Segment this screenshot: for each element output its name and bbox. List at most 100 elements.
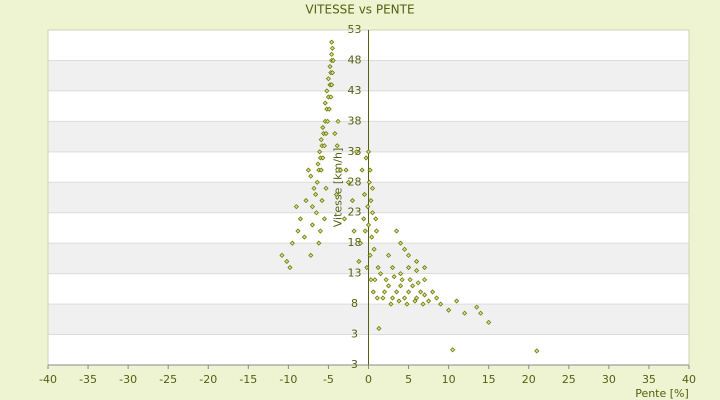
x-tick-label: -20 xyxy=(199,373,217,386)
x-tick-label: 15 xyxy=(482,373,496,386)
x-tick-label: -15 xyxy=(239,373,257,386)
point xyxy=(414,258,420,265)
point xyxy=(415,280,421,286)
point xyxy=(375,264,381,271)
point xyxy=(422,277,428,283)
point xyxy=(410,283,416,289)
point xyxy=(369,185,376,191)
point xyxy=(462,310,468,316)
point xyxy=(420,301,426,307)
x-tick-label: -25 xyxy=(159,373,177,386)
point xyxy=(314,179,320,185)
point xyxy=(389,264,396,271)
point xyxy=(321,143,327,149)
point xyxy=(284,258,290,265)
point xyxy=(385,252,392,258)
point xyxy=(534,348,540,354)
y-tick-label: 13 xyxy=(348,267,362,280)
point xyxy=(430,289,436,295)
point xyxy=(341,216,348,222)
point xyxy=(362,228,368,234)
point xyxy=(311,185,317,191)
point xyxy=(293,204,299,210)
point xyxy=(363,155,369,161)
x-tick-label: -30 xyxy=(119,373,137,386)
point xyxy=(303,197,309,204)
point xyxy=(349,197,356,204)
point xyxy=(356,258,362,265)
x-tick-label: 25 xyxy=(562,373,576,386)
x-tick-label: 5 xyxy=(405,373,412,386)
point xyxy=(405,264,412,271)
point xyxy=(412,298,418,304)
point xyxy=(426,298,432,304)
point xyxy=(450,347,456,353)
point xyxy=(359,167,365,173)
point xyxy=(438,301,444,307)
point xyxy=(418,289,424,295)
y-tick-label: 28 xyxy=(348,175,362,188)
point xyxy=(377,271,384,277)
point xyxy=(337,167,344,173)
point xyxy=(367,167,373,173)
point xyxy=(319,197,325,204)
point xyxy=(486,319,492,325)
point xyxy=(328,94,334,100)
point xyxy=(365,222,372,228)
point xyxy=(287,264,293,271)
point xyxy=(357,240,364,246)
point xyxy=(381,289,388,295)
point xyxy=(327,63,333,70)
point xyxy=(373,228,380,234)
point xyxy=(361,216,367,222)
point xyxy=(318,137,324,143)
y-tick-label: 3 xyxy=(351,328,358,341)
y-tick-label: 43 xyxy=(348,84,362,97)
point xyxy=(322,100,328,106)
point xyxy=(397,271,404,277)
point xyxy=(474,304,480,310)
point xyxy=(295,228,301,234)
point xyxy=(305,167,311,173)
point xyxy=(317,228,323,234)
point xyxy=(368,277,374,283)
point xyxy=(414,295,420,301)
point xyxy=(323,185,329,191)
point xyxy=(326,106,332,112)
x-tick-label: 10 xyxy=(442,373,456,386)
x-axis-label: Pente [%] xyxy=(635,387,689,400)
point xyxy=(385,283,392,289)
point xyxy=(434,295,440,301)
point xyxy=(366,179,372,185)
point xyxy=(446,307,452,313)
point xyxy=(313,191,319,198)
point xyxy=(396,298,402,304)
point xyxy=(323,130,329,137)
point xyxy=(478,310,484,316)
point xyxy=(309,204,315,210)
point xyxy=(329,82,335,88)
point xyxy=(361,191,368,198)
point xyxy=(324,88,330,94)
point xyxy=(370,289,376,295)
point xyxy=(343,167,349,173)
point xyxy=(308,173,314,179)
point xyxy=(325,76,332,82)
x-tick-label: 0 xyxy=(365,373,372,386)
point xyxy=(329,51,335,57)
point xyxy=(414,268,420,274)
point xyxy=(320,124,326,131)
point xyxy=(332,130,338,137)
y-tick-label: 23 xyxy=(348,206,362,219)
point xyxy=(321,216,327,222)
point xyxy=(369,210,376,216)
point xyxy=(383,277,389,283)
point xyxy=(369,234,375,240)
point xyxy=(397,283,404,289)
point xyxy=(351,228,357,234)
point xyxy=(334,143,340,149)
point xyxy=(367,252,373,258)
point xyxy=(405,252,412,258)
point xyxy=(376,325,382,332)
